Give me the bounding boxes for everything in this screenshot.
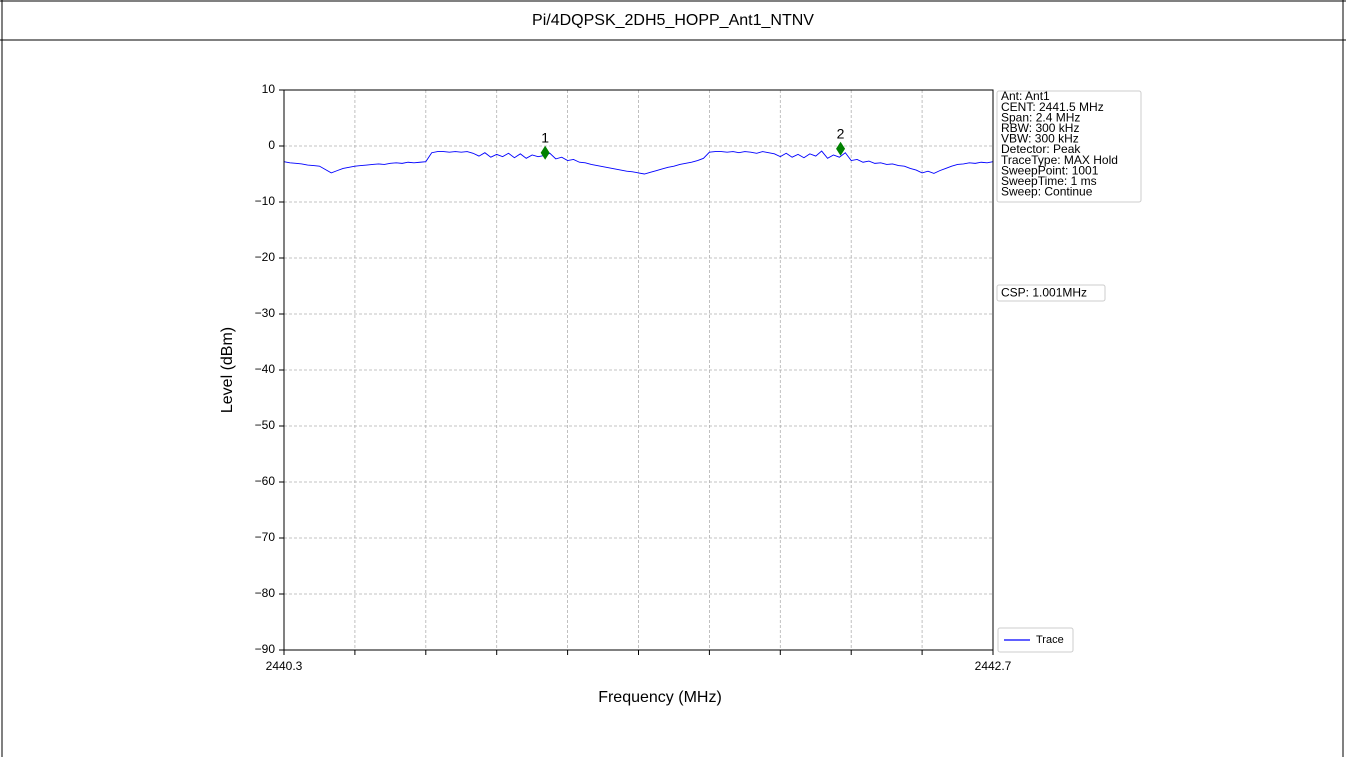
marker-label: 2 (837, 126, 845, 142)
y-tick-label: −20 (255, 250, 276, 264)
plot-frame (283, 89, 994, 651)
y-tick-label: −90 (255, 642, 276, 656)
y-tick-label: −40 (255, 362, 276, 376)
info-line: Sweep: Continue (1001, 185, 1093, 199)
y-tick-label: −30 (255, 306, 276, 320)
info-line: VBW: 300 kHz (1001, 132, 1079, 146)
info-line: SweepPoint: 1001 (1001, 163, 1099, 177)
y-tick-label: 10 (262, 82, 276, 96)
csp-label: CSP: 1.001MHz (1001, 286, 1087, 300)
x-tick-label: 2442.7 (975, 659, 1012, 673)
legend-label: Trace (1036, 634, 1064, 646)
info-line: Detector: Peak (1001, 142, 1081, 156)
info-line: RBW: 300 kHz (1001, 121, 1079, 135)
y-axis-label: Level (dBm) (219, 327, 236, 413)
y-tick-label: −80 (255, 586, 276, 600)
x-axis-label: Frequency (MHz) (598, 689, 722, 706)
marker-label: 1 (541, 129, 549, 145)
y-tick-label: −60 (255, 474, 276, 488)
x-tick-label: 2440.3 (266, 659, 303, 673)
info-line: CENT: 2441.5 MHz (1001, 100, 1104, 114)
chart-title: Pi/4DQPSK_2DH5_HOPP_Ant1_NTNV (532, 12, 814, 29)
legend-box (997, 627, 1074, 653)
y-tick-label: −70 (255, 530, 276, 544)
info-line: Span: 2.4 MHz (1001, 110, 1080, 124)
y-tick-label: 0 (268, 138, 275, 152)
info-line: SweepTime: 1 ms (1001, 174, 1097, 188)
trace-line (283, 150, 994, 175)
marker (540, 145, 550, 160)
info-line: Ant: Ant1 (1001, 89, 1050, 103)
info-box (996, 90, 1142, 203)
csp-box (996, 284, 1106, 302)
marker (836, 141, 846, 156)
info-line: TraceType: MAX Hold (1001, 153, 1118, 167)
y-tick-label: −10 (255, 194, 276, 208)
y-tick-label: −50 (255, 418, 276, 432)
